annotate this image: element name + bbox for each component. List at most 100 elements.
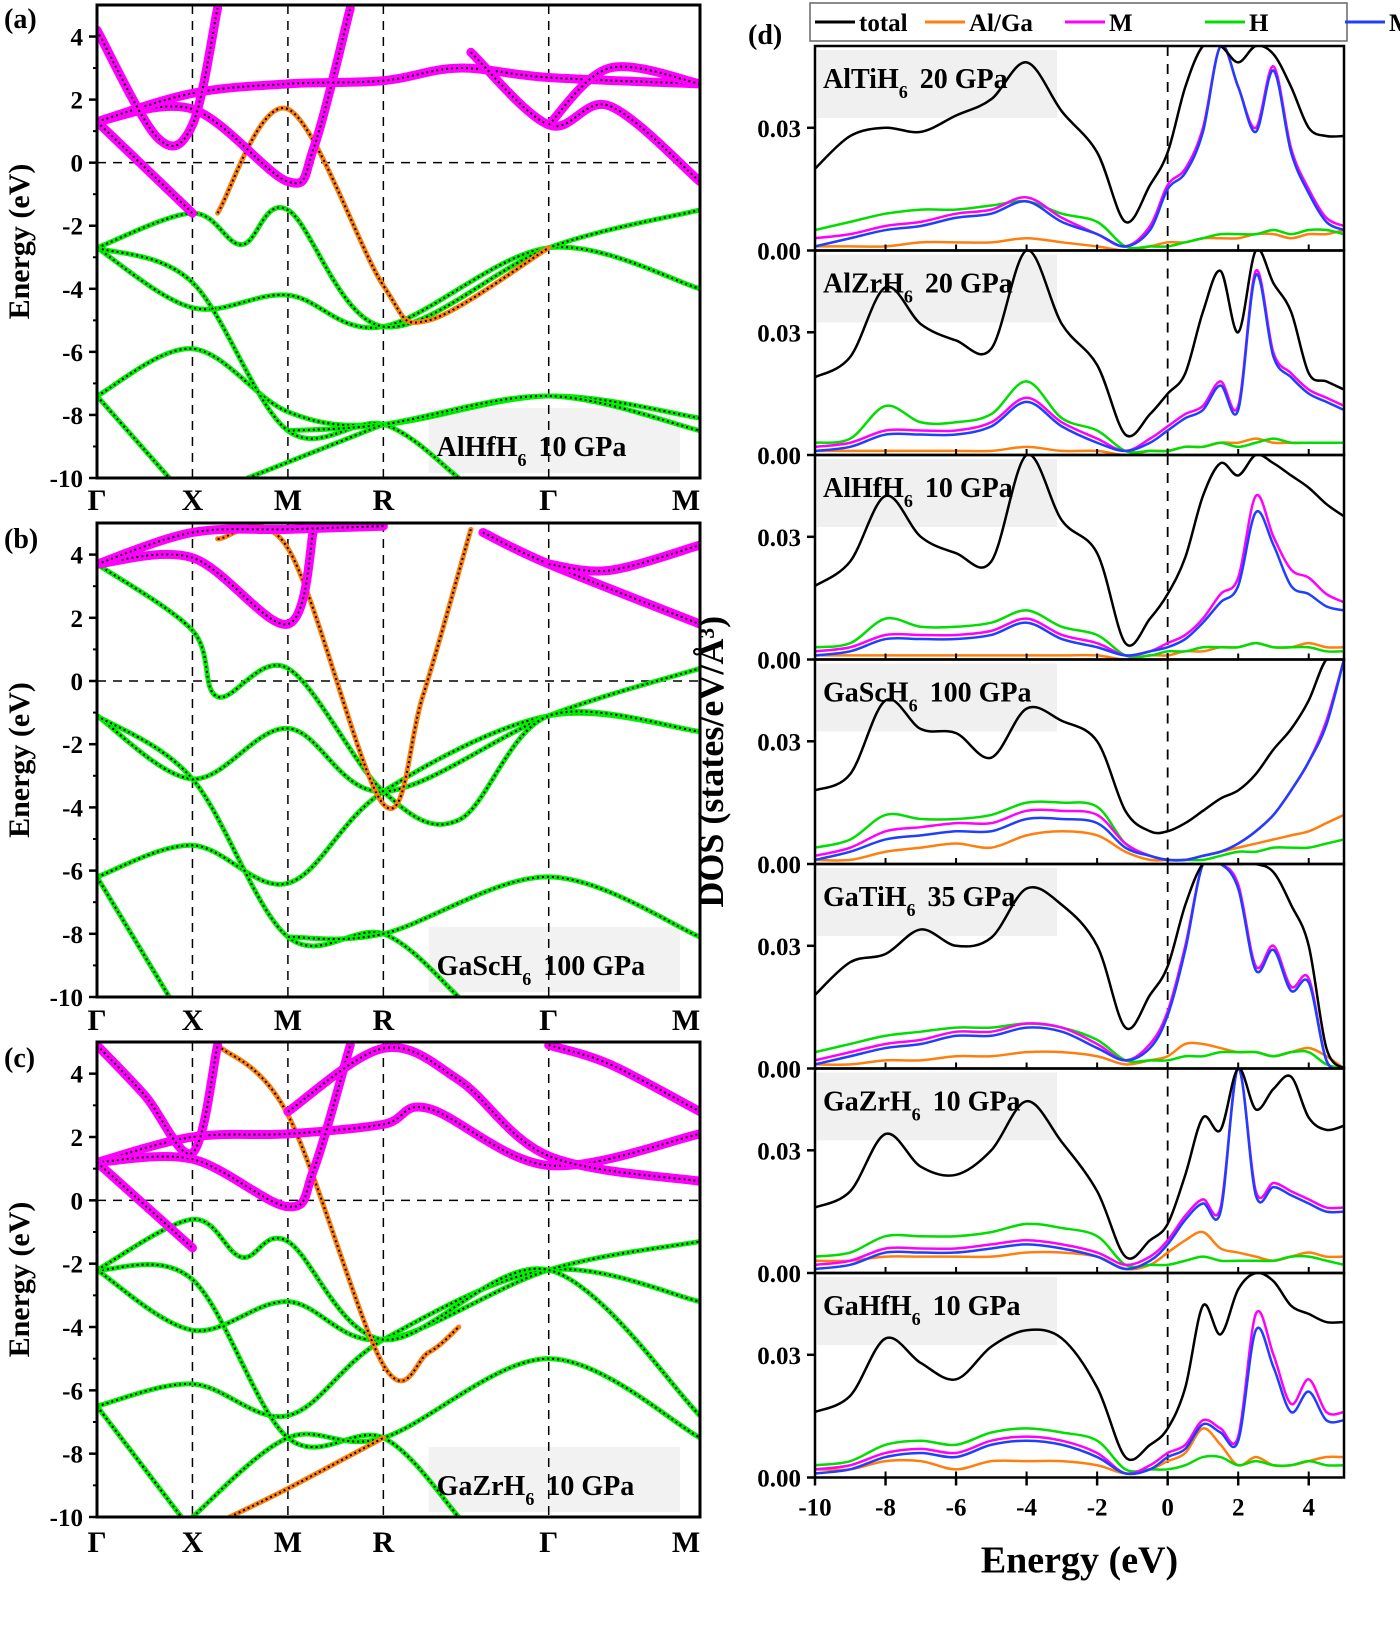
- material-formula: GaZrH: [823, 1087, 912, 1118]
- y-tick-label: 0.00: [757, 239, 801, 266]
- dos-line-total: [815, 1273, 1344, 1462]
- band-line: [97, 67, 700, 123]
- dos-line-h: [815, 609, 1344, 659]
- dos-line-total: [815, 455, 1344, 647]
- x-tick-label: -4: [1016, 1495, 1037, 1522]
- y-axis-label: Energy (eV): [3, 682, 36, 838]
- material-subscript: 6: [522, 969, 531, 989]
- pressure-label: 10 GPa: [546, 1471, 634, 1502]
- band-line: [97, 1044, 219, 1155]
- material-annotation: GaHfH6 10 GPa: [823, 1291, 1021, 1329]
- panel-label: (a): [4, 4, 37, 35]
- y-tick-label: 0.03: [757, 934, 801, 961]
- dos-curves: [815, 455, 1344, 660]
- y-tick-label: 2: [71, 1125, 84, 1152]
- pressure-label: 10 GPa: [933, 1087, 1021, 1118]
- material-subscript: 6: [912, 1309, 921, 1329]
- kpoint-label: Γ: [87, 1004, 106, 1037]
- dos-line-total: [815, 46, 1344, 224]
- annotation-background: [817, 1072, 1057, 1141]
- band-panel-2: -10 -8 -6 -4 -2 0 2 4 Energy (eV) Γ X M R Γ M (b) GaScH6…: [3, 521, 702, 1037]
- x-tick-label: -2: [1087, 1495, 1108, 1522]
- plot-frame: [95, 1040, 702, 1519]
- dos-curves: [815, 1068, 1344, 1271]
- material-annotation: GaZrH6 10 GPa: [437, 1471, 635, 1509]
- y-tick-label: -6: [62, 1378, 83, 1405]
- kpoint-label: Γ: [539, 1526, 558, 1559]
- dos-curves: [815, 250, 1344, 455]
- y-tick-label: 0.03: [757, 525, 801, 552]
- dos-line-m-d: [815, 1068, 1344, 1271]
- x-tick-label: 0: [1161, 1495, 1174, 1522]
- dos-line-m: [815, 269, 1344, 453]
- x-tick-label: -8: [875, 1495, 896, 1522]
- band-line: [287, 395, 700, 432]
- material-formula: GaHfH: [823, 1291, 912, 1322]
- dos-subplot-3: 0.00 0.03 AlHfH6 10 GPa: [757, 453, 1346, 675]
- pressure-label: 35 GPa: [928, 882, 1016, 913]
- dos-line-h: [815, 1222, 1344, 1269]
- material-formula: GaZrH: [437, 1471, 526, 1502]
- y-tick-label: 4: [71, 543, 84, 570]
- y-tick-label: 0.00: [757, 648, 801, 675]
- x-tick-label: -6: [946, 1495, 967, 1522]
- kpoint-label: M: [672, 484, 700, 517]
- plot-frame: [95, 3, 702, 480]
- y-tick-label: 4: [71, 1062, 84, 1089]
- material-formula: GaScH: [437, 951, 523, 982]
- dos-line-h: [815, 1427, 1344, 1473]
- y-tick-label: -10: [50, 1505, 83, 1532]
- dos-curves: [815, 1273, 1344, 1476]
- band-line: [217, 525, 472, 810]
- y-tick-label: 0.03: [757, 729, 801, 756]
- kpoint-label: Γ: [539, 1004, 558, 1037]
- material-subscript: 6: [518, 450, 527, 470]
- band-line: [191, 1357, 700, 1517]
- kpoint-label: X: [182, 1526, 204, 1559]
- band-m-projection: [466, 47, 700, 187]
- material-annotation: AlHfH6 10 GPa: [823, 473, 1013, 511]
- band-line: [229, 1436, 384, 1517]
- band-m-projection: [283, 1042, 700, 1186]
- y-axis-label: DOS (states/eV/Å³): [691, 616, 731, 908]
- band-h-projection: [97, 244, 700, 331]
- band-line: [216, 1044, 460, 1382]
- y-axis-label: Energy (eV): [3, 1202, 36, 1358]
- kpoint-label: M: [672, 1526, 700, 1559]
- band-line: [97, 246, 700, 329]
- band-h-projection: [97, 1266, 700, 1420]
- annotation-background: [428, 927, 680, 992]
- material-subscript: 6: [904, 287, 913, 307]
- kpoint-label: M: [274, 1526, 302, 1559]
- material-formula: GaScH: [823, 678, 909, 709]
- bands-group: [97, 5, 700, 478]
- plot-frame: [813, 1271, 1346, 1479]
- band-line: [97, 876, 171, 997]
- dos-subplot-4: 0.00 0.03 GaScH6 100 GPa: [757, 658, 1346, 879]
- y-axis-label: Energy (eV): [3, 164, 36, 320]
- dos-line-al-ga: [815, 813, 1344, 862]
- dos-line-m-d: [815, 46, 1344, 248]
- y-tick-label: 0: [71, 151, 84, 178]
- dos-line-m: [815, 493, 1344, 657]
- kpoint-label: X: [182, 484, 204, 517]
- y-tick-label: 0.00: [757, 1057, 801, 1084]
- annotation-background: [817, 459, 1057, 527]
- dos-line-h: [815, 1022, 1344, 1069]
- dos-line-m: [815, 1309, 1344, 1476]
- legend-item: M: [1065, 10, 1133, 37]
- pressure-label: 20 GPa: [925, 269, 1013, 300]
- y-tick-label: 0.00: [757, 852, 801, 879]
- kpoint-label: Γ: [539, 484, 558, 517]
- dos-line-total: [815, 659, 1344, 835]
- dos-line-total: [815, 864, 1344, 1069]
- kpoint-label: Γ: [87, 484, 106, 517]
- y-tick-label: 0.03: [757, 1343, 801, 1370]
- dos-line-m: [815, 1068, 1344, 1267]
- dos-subplot-5: 0.00 0.03 GaTiH6 35 GPa: [757, 862, 1346, 1084]
- kpoint-label: R: [373, 1004, 395, 1037]
- bands-group: [97, 1042, 700, 1517]
- band-al-ga-projection: [215, 523, 474, 811]
- y-tick-label: -8: [62, 922, 83, 949]
